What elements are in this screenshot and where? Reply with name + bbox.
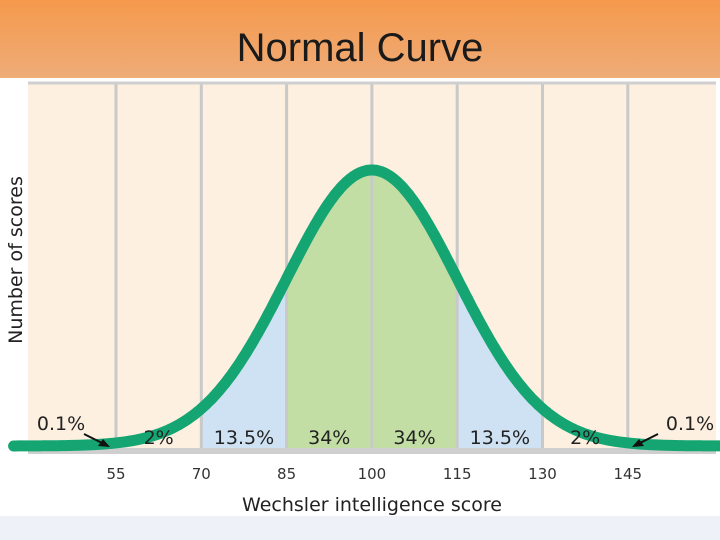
percent-label-6: 2% — [570, 427, 600, 449]
title-bar — [0, 0, 720, 78]
percent-label-0: 0.1% — [37, 413, 85, 435]
normal-curve-line — [8, 164, 720, 452]
tick-label-100: 100 — [358, 465, 387, 483]
percent-label-1: 2% — [144, 427, 174, 449]
bottom-band — [0, 516, 720, 540]
left-tail-arrowhead — [98, 439, 110, 447]
tick-label-85: 85 — [277, 465, 296, 483]
tick-label-145: 145 — [613, 465, 642, 483]
percent-label-3: 34% — [308, 427, 350, 449]
x-axis-baseline — [28, 448, 716, 454]
slide-title: Normal Curve — [236, 26, 484, 70]
percent-label-2: 13.5% — [214, 427, 274, 449]
percent-label-7: 0.1% — [666, 413, 714, 435]
x-axis-label: Wechsler intelligence score — [242, 494, 502, 516]
tick-label-55: 55 — [106, 465, 125, 483]
tick-label-115: 115 — [443, 465, 472, 483]
tick-label-70: 70 — [192, 465, 211, 483]
tick-label-130: 130 — [528, 465, 557, 483]
percent-label-4: 34% — [393, 427, 435, 449]
percent-label-5: 13.5% — [470, 427, 530, 449]
y-axis-label: Number of scores — [5, 176, 27, 344]
right-tail-arrowhead — [632, 439, 644, 447]
